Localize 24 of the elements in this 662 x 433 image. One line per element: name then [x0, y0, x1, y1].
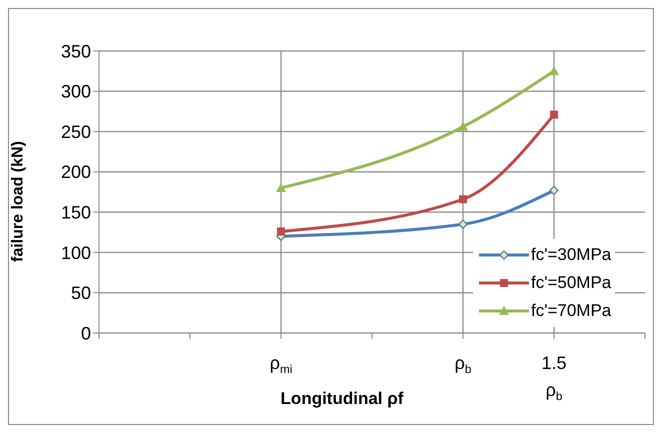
point [549, 66, 559, 76]
x-axis-title: Longitudinal ρf [280, 389, 404, 408]
y-tick-label: 150 [60, 202, 91, 223]
y-tick-label: 300 [60, 82, 91, 102]
point [276, 182, 286, 192]
y-tick-label: 100 [60, 242, 91, 263]
x-tick-label: 1.5 ρ$_{b}$ [541, 353, 567, 403]
y-tick-label: 200 [60, 162, 91, 182]
x-tick-label: ρ$_{b}$ [454, 353, 472, 376]
point [549, 186, 559, 195]
x-tick-label: ρ$_{mi}$ [270, 353, 292, 376]
point [459, 195, 467, 204]
y-tick-label: 50 [70, 283, 91, 304]
legend-label: fc'=50MPa [531, 273, 612, 293]
y-tick-label: 0 [80, 323, 91, 344]
point [277, 227, 285, 236]
point [550, 110, 558, 119]
legend-label: fc'=70MPa [531, 301, 612, 321]
y-tick-label: 250 [60, 122, 91, 142]
point [458, 122, 468, 131]
legend-label: fc'=30MPa [531, 245, 612, 265]
y-axis-title: failure load (kN) [10, 141, 27, 262]
y-tick-label: 350 [60, 41, 91, 62]
point [458, 220, 468, 229]
